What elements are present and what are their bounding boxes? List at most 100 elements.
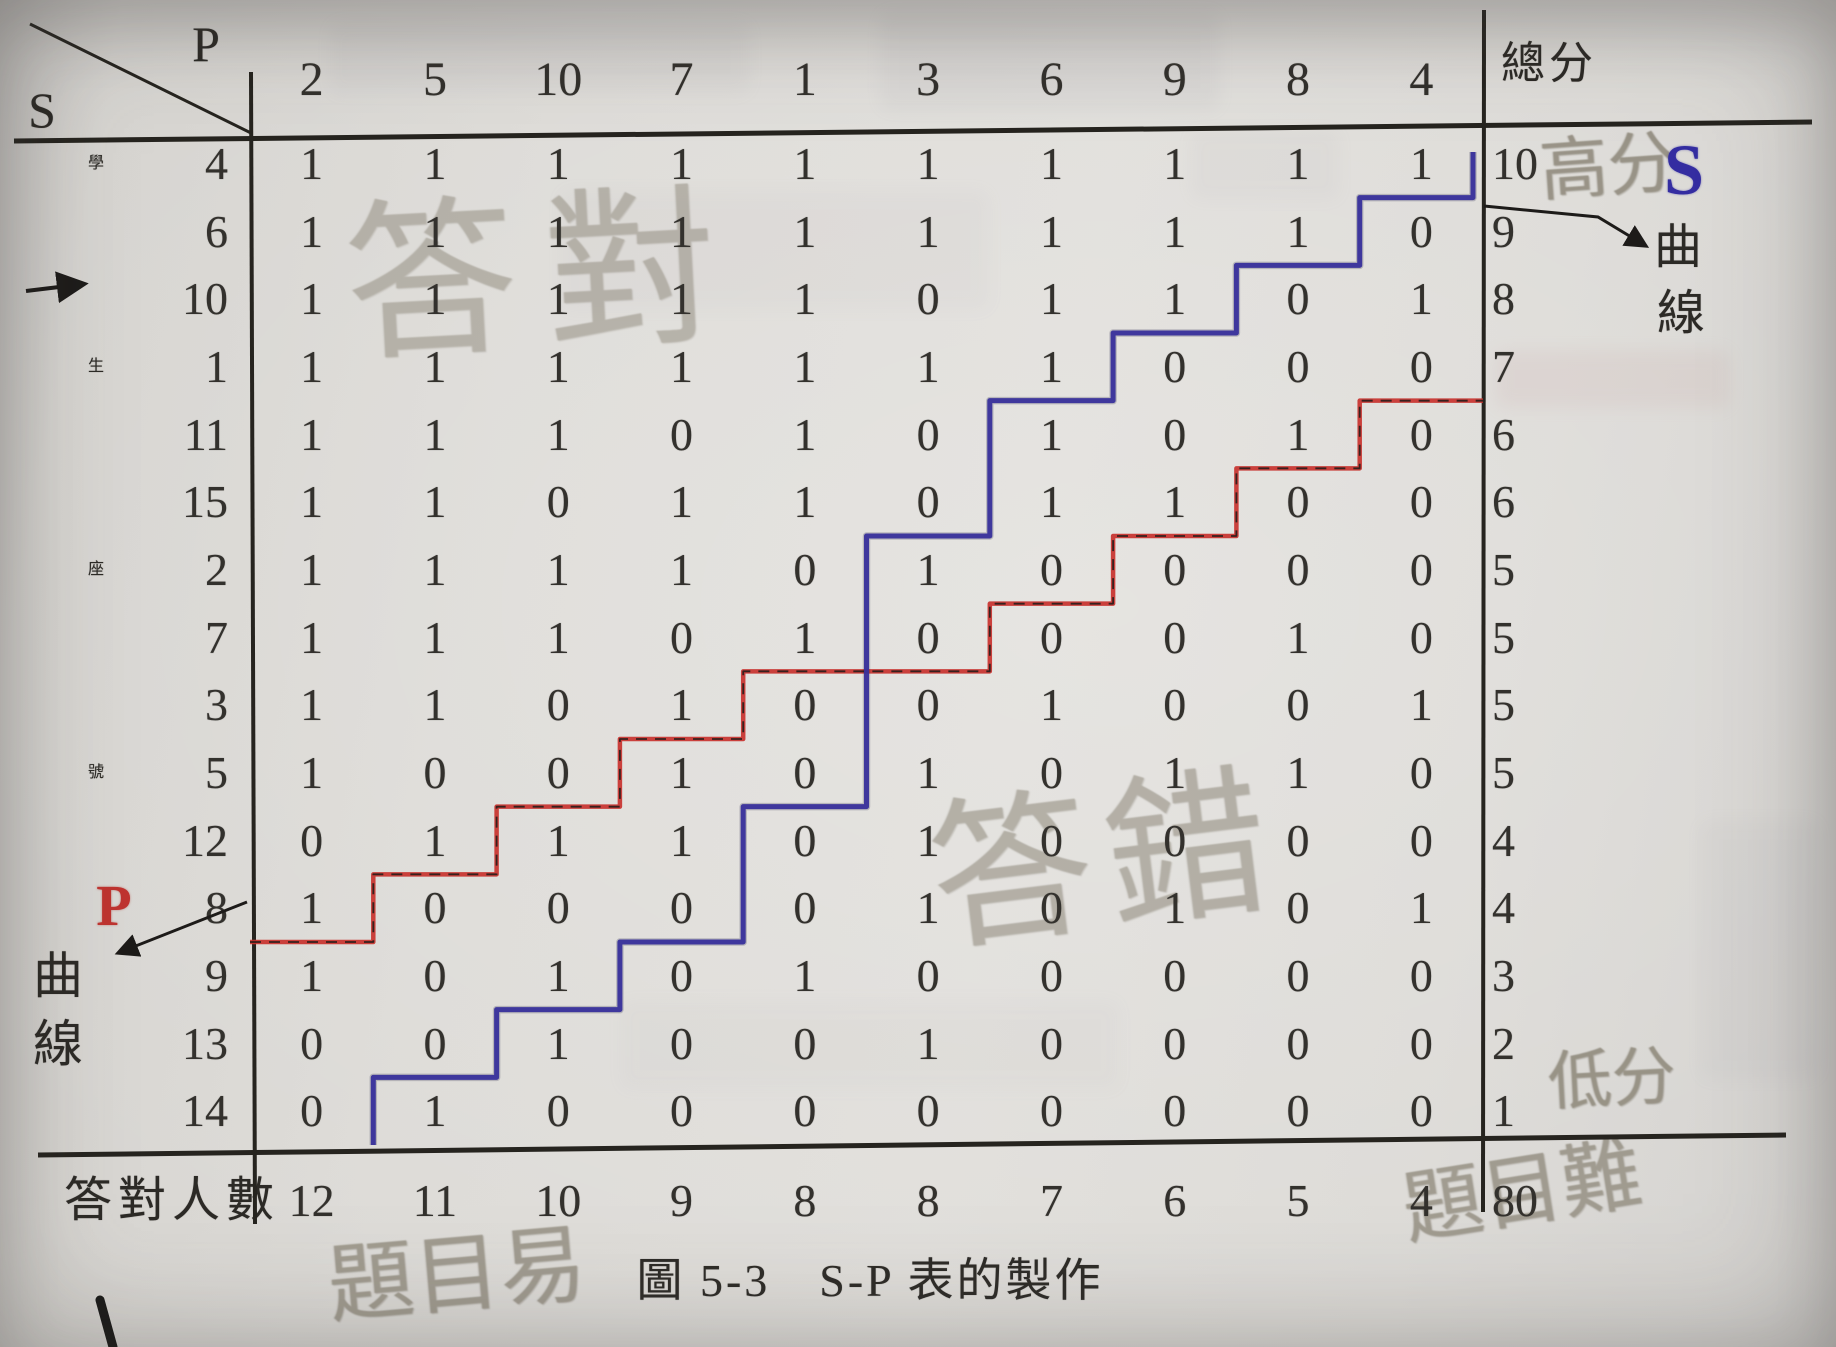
matrix-cell: 0 <box>1039 1017 1063 1069</box>
matrix-cell: 1 <box>546 340 570 392</box>
student-axis-char: 座 <box>87 560 105 578</box>
matrix-cell: 1 <box>1286 746 1310 798</box>
matrix-cell: 1 <box>793 137 817 189</box>
matrix-cell: 0 <box>793 746 817 798</box>
matrix-cell: 1 <box>300 949 324 1001</box>
matrix-cell: 0 <box>1039 882 1063 934</box>
matrix-cell: 0 <box>916 408 940 460</box>
matrix-cell: 1 <box>916 1017 940 1069</box>
matrix-cell: 1 <box>793 611 817 663</box>
matrix-cell: 1 <box>1286 137 1310 189</box>
matrix-cell: 1 <box>793 205 817 257</box>
row-total: 9 <box>1492 205 1515 257</box>
problem-header: 7 <box>669 53 694 106</box>
matrix-cell: 1 <box>546 949 570 1001</box>
matrix-cell: 1 <box>423 1085 447 1137</box>
matrix-cell: 0 <box>1286 273 1310 325</box>
s-curve-letter: S <box>1663 130 1705 210</box>
problem-header: 8 <box>1286 53 1311 106</box>
matrix-cell: 1 <box>670 205 694 257</box>
problem-header: 4 <box>1409 53 1434 106</box>
matrix-cell: 0 <box>1163 611 1187 663</box>
bleed-through-ghost <box>1190 130 1340 200</box>
student-number: 7 <box>205 611 228 663</box>
matrix-cell: 0 <box>793 1085 817 1137</box>
matrix-cell: 0 <box>1409 1017 1433 1069</box>
matrix-cell: 1 <box>300 340 324 392</box>
matrix-cell: 1 <box>1286 205 1310 257</box>
matrix-cell: 0 <box>1163 949 1187 1001</box>
column-correct-count: 6 <box>1163 1175 1187 1226</box>
matrix-cell: 0 <box>793 679 817 731</box>
matrix-cell: 1 <box>300 882 324 934</box>
student-number: 15 <box>182 476 228 528</box>
matrix-cell: 1 <box>546 205 570 257</box>
student-number: 6 <box>205 205 228 257</box>
matrix-cell: 1 <box>916 543 940 595</box>
matrix-cell: 1 <box>1409 137 1433 189</box>
problem-header: 9 <box>1162 53 1187 106</box>
matrix-cell: 1 <box>423 137 447 189</box>
student-number: 11 <box>183 408 228 460</box>
matrix-cell: 1 <box>793 408 817 460</box>
matrix-cell: 1 <box>1409 679 1433 731</box>
p-curve-char-1: 曲 <box>33 948 83 1004</box>
row-total: 5 <box>1492 611 1515 663</box>
matrix-cell: 0 <box>1039 1085 1063 1137</box>
matrix-cell: 1 <box>1163 205 1187 257</box>
matrix-cell: 1 <box>423 814 447 866</box>
matrix-cell: 0 <box>1409 949 1433 1001</box>
row-pointer-arrow <box>25 271 89 304</box>
easy-items-note: 題目易 <box>324 1213 590 1337</box>
wrong-region-note: 答錯 <box>919 746 1293 976</box>
matrix-cell: 1 <box>1163 476 1187 528</box>
matrix-cell: 1 <box>916 882 940 934</box>
problem-header: 1 <box>792 53 817 106</box>
matrix-cell: 0 <box>1039 814 1063 866</box>
column-correct-count: 12 <box>288 1175 335 1226</box>
matrix-cell: 1 <box>546 273 570 325</box>
matrix-cell: 0 <box>1039 949 1063 1001</box>
matrix-cell: 1 <box>1039 137 1063 189</box>
matrix-cell: 1 <box>546 543 570 595</box>
matrix-cell: 0 <box>300 814 324 866</box>
problem-header: 10 <box>534 53 583 106</box>
matrix-cell: 0 <box>1163 814 1187 866</box>
matrix-cell: 0 <box>546 476 570 528</box>
matrix-cell: 0 <box>916 273 940 325</box>
matrix-cell: 0 <box>1286 1085 1310 1137</box>
matrix-cell: 0 <box>1163 408 1187 460</box>
corner-p-label: P <box>192 16 220 72</box>
matrix-cell: 0 <box>670 949 694 1001</box>
matrix-cell: 1 <box>670 679 694 731</box>
matrix-cell: 1 <box>916 814 940 866</box>
matrix-cell: 1 <box>300 273 324 325</box>
matrix-cell: 1 <box>793 476 817 528</box>
matrix-cell: 0 <box>1409 408 1433 460</box>
matrix-cell: 1 <box>793 340 817 392</box>
row-total: 2 <box>1492 1017 1515 1069</box>
matrix-cell: 1 <box>1286 408 1310 460</box>
matrix-cell: 0 <box>1163 340 1187 392</box>
matrix-cell: 0 <box>1409 340 1433 392</box>
matrix-cell: 1 <box>793 949 817 1001</box>
matrix-cell: 1 <box>916 340 940 392</box>
matrix-cell: 0 <box>916 611 940 663</box>
matrix-cell: 1 <box>1039 340 1063 392</box>
matrix-cell: 1 <box>916 137 940 189</box>
student-axis-char: 學 <box>87 154 105 172</box>
matrix-cell: 1 <box>1039 205 1063 257</box>
matrix-cell: 1 <box>300 611 324 663</box>
matrix-cell: 1 <box>670 746 694 798</box>
column-correct-count: 11 <box>412 1175 458 1226</box>
matrix-cell: 1 <box>670 543 694 595</box>
matrix-cell: 0 <box>546 1085 570 1137</box>
student-number: 1 <box>205 340 228 392</box>
matrix-cell: 0 <box>670 1017 694 1069</box>
matrix-cell: 0 <box>1286 543 1310 595</box>
matrix-cell: 0 <box>423 882 447 934</box>
matrix-cell: 0 <box>793 543 817 595</box>
column-correct-count: 8 <box>916 1175 940 1226</box>
matrix-cell: 0 <box>1409 205 1433 257</box>
